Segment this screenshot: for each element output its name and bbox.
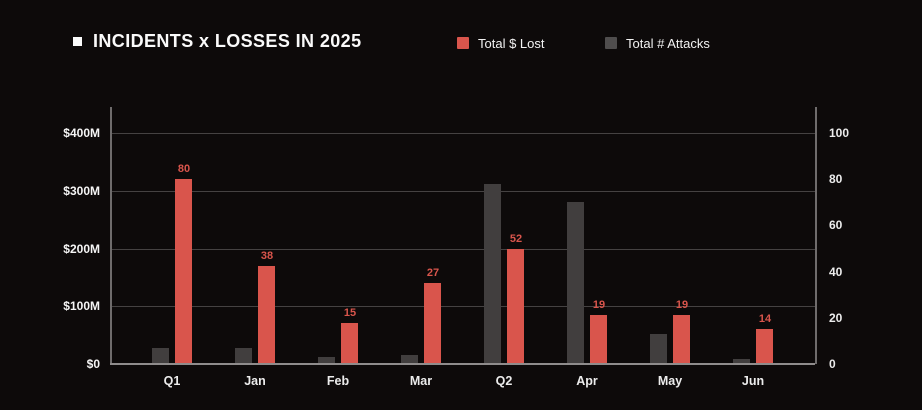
bar-value-label: 19	[675, 298, 689, 311]
bar-total-attacks	[318, 357, 335, 364]
gridline	[110, 190, 815, 192]
y-axis-label-left: $100M	[63, 299, 100, 314]
bar-value-label: 27	[426, 267, 440, 280]
y-axis-label-right: 0	[829, 357, 836, 371]
bar-total-lost	[424, 283, 441, 364]
x-axis-label: Q1	[163, 374, 181, 388]
y-axis-line-right	[815, 107, 817, 364]
bar-total-lost	[673, 314, 690, 364]
x-axis-baseline	[110, 363, 815, 365]
y-axis-label-left: $200M	[63, 241, 100, 256]
y-axis-label-left: $400M	[63, 126, 100, 140]
bar-total-lost	[590, 314, 607, 364]
bar-total-lost	[507, 248, 524, 364]
chart-header: INCIDENTS x LOSSES IN 2025	[73, 31, 361, 52]
bar-value-label: 38	[260, 249, 274, 262]
bar-value-label: 14	[758, 312, 772, 325]
gridline	[110, 133, 815, 134]
bar-total-attacks	[401, 354, 418, 364]
bar-value-label: 52	[509, 232, 523, 245]
y-axis-line-left	[110, 107, 112, 364]
bar-total-attacks	[567, 202, 584, 364]
y-axis-label-left: $0	[86, 357, 100, 371]
x-axis-label: Jan	[244, 374, 266, 388]
bar-total-attacks	[484, 183, 501, 364]
y-axis-label-right: 20	[829, 310, 843, 325]
bar-total-attacks	[235, 347, 252, 364]
x-axis-label: Apr	[576, 374, 598, 388]
bar-total-attacks	[650, 333, 667, 364]
bar-total-attacks	[733, 359, 750, 364]
chart-title: INCIDENTS x LOSSES IN 2025	[93, 31, 362, 51]
title-square-bullet-icon	[73, 37, 82, 46]
gridline	[110, 306, 815, 308]
x-axis-label: Q2	[495, 374, 513, 388]
bar-total-lost	[258, 265, 275, 364]
x-axis-label: Jun	[741, 374, 765, 388]
legend-swatch-icon	[605, 37, 617, 49]
bar-value-label: 80	[177, 163, 191, 176]
x-axis-label: Feb	[326, 374, 350, 388]
y-axis-label-left: $300M	[63, 183, 100, 198]
y-axis-label-right: 40	[829, 264, 843, 279]
bar-total-attacks	[152, 347, 169, 364]
legend-item-total-lost: Total $ Lost	[457, 35, 545, 51]
bar-value-label: 19	[592, 298, 606, 311]
y-axis-label-right: 80	[829, 172, 843, 187]
bar-total-lost	[175, 179, 192, 364]
y-axis-label-right: 60	[829, 218, 843, 233]
bar-total-lost	[756, 328, 773, 364]
legend-label: Total $ Lost	[478, 35, 545, 51]
x-axis-label: May	[657, 374, 683, 388]
legend-item-total-attacks: Total # Attacks	[605, 35, 710, 51]
legend-label: Total # Attacks	[626, 35, 710, 51]
y-axis-label-right: 100	[829, 126, 850, 140]
bar-value-label: 15	[343, 306, 357, 319]
x-axis-label: Mar	[409, 374, 433, 388]
bar-total-lost	[341, 322, 358, 364]
gridline	[110, 248, 815, 250]
legend-swatch-icon	[457, 37, 469, 49]
